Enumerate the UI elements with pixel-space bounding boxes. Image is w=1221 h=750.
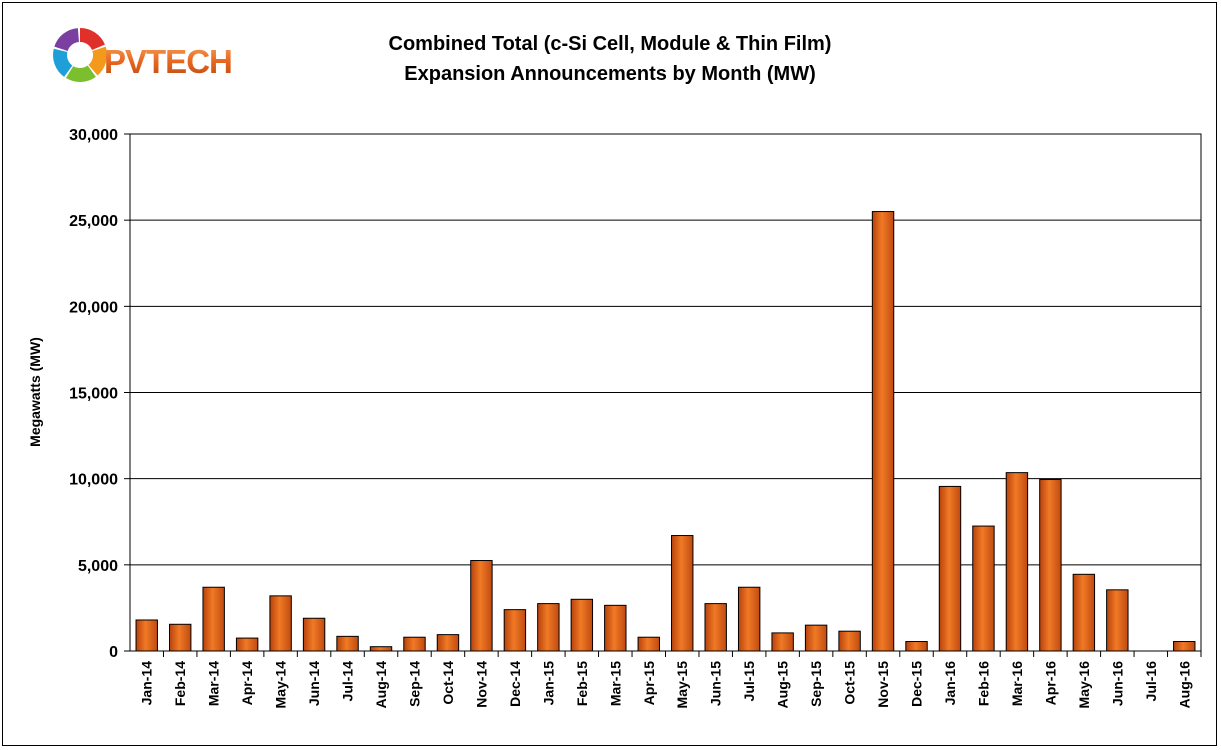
x-tick-label: Jun-14 <box>306 661 322 706</box>
bar-aug-14 <box>369 646 393 652</box>
bar-mar-14 <box>202 586 225 652</box>
x-tick-label: Aug-14 <box>373 661 389 709</box>
y-tick-label: 25,000 <box>69 213 118 230</box>
x-tick-label: Jan-15 <box>540 661 556 706</box>
x-tick-label: Mar-14 <box>206 661 222 706</box>
x-tick-label: Apr-16 <box>1042 661 1058 706</box>
logo-ring-segment <box>80 28 105 51</box>
x-tick-label: Sep-15 <box>808 661 824 707</box>
bar-jun-14 <box>302 617 326 652</box>
bar-aug-16 <box>1173 641 1196 652</box>
y-tick-label: 5,000 <box>78 558 118 575</box>
bar-apr-16 <box>1039 479 1062 652</box>
bar-jan-15 <box>537 603 560 652</box>
bar-oct-14 <box>436 634 460 652</box>
bar-jan-14 <box>135 619 158 652</box>
x-tick-label: Feb-15 <box>574 661 590 706</box>
bar-jul-15 <box>737 586 761 652</box>
logo-ring-segment <box>54 28 79 51</box>
x-tick-label: Aug-16 <box>1176 661 1192 709</box>
x-tick-label: Jan-16 <box>942 661 958 706</box>
bar-feb-14 <box>168 623 192 652</box>
x-tick-label: Jun-16 <box>1109 661 1125 706</box>
bar-feb-15 <box>570 598 594 652</box>
bar-dec-14 <box>503 609 527 652</box>
x-tick-label: Mar-15 <box>607 661 623 706</box>
x-tick-label: May-14 <box>273 661 289 709</box>
logo-text: PVTECH <box>104 43 232 80</box>
x-tick-label: Jan-14 <box>139 661 155 706</box>
x-tick-label: Sep-14 <box>406 661 422 707</box>
chart-title-line-2: Expansion Announcements by Month (MW) <box>404 63 815 85</box>
x-tick-label: Jul-15 <box>741 661 757 702</box>
plot-area: 0 5,000 10,000 15,000 20,000 25,000 30,000 Jan-… <box>69 127 1202 709</box>
x-tick-label: Jun-15 <box>708 661 724 706</box>
x-tick-label: Apr-15 <box>641 661 657 706</box>
bar-nov-14 <box>470 560 493 652</box>
x-tick-label: Nov-15 <box>875 661 891 708</box>
logo-ring-segment <box>88 46 107 76</box>
x-tick-label: Nov-14 <box>473 661 489 708</box>
bar-jan-16 <box>938 485 962 652</box>
bar-jun-15 <box>704 603 727 652</box>
bar-dec-15 <box>905 641 928 652</box>
x-tick-label: Dec-14 <box>507 661 523 707</box>
bar-mar-15 <box>604 604 627 652</box>
bar-may-14 <box>269 595 292 652</box>
x-tick-label: May-15 <box>674 661 690 709</box>
bar-jul-14 <box>336 635 359 652</box>
bar-oct-15 <box>838 630 861 652</box>
x-tick-label: Oct-14 <box>440 661 456 705</box>
x-tick-label: Aug-15 <box>775 661 791 709</box>
y-axis-label: Megawatts (MW) <box>27 337 43 447</box>
y-tick-label: 20,000 <box>69 299 118 316</box>
bar-feb-16 <box>972 525 995 652</box>
chart-title-line-1: Combined Total (c-Si Cell, Module & Thin… <box>389 33 832 55</box>
bar-apr-14 <box>235 637 259 652</box>
logo-ring-segment <box>65 65 96 82</box>
logo-ring-segment <box>52 48 73 77</box>
x-tick-label: May-16 <box>1076 661 1092 709</box>
x-tick-label: Jul-14 <box>340 661 356 702</box>
x-tick-label: Jul-16 <box>1143 661 1159 702</box>
bar-sep-14 <box>403 636 426 652</box>
x-tick-label: Feb-16 <box>975 661 991 706</box>
bar-mar-16 <box>1005 472 1029 652</box>
y-tick-label: 30,000 <box>69 127 118 144</box>
y-tick-label: 0 <box>109 644 118 661</box>
bar-aug-15 <box>771 632 794 652</box>
x-tick-label: Mar-16 <box>1009 661 1025 706</box>
y-tick-label: 15,000 <box>69 386 118 403</box>
x-tick-label: Dec-15 <box>909 661 925 707</box>
x-tick-label: Apr-14 <box>239 661 255 706</box>
y-tick-label: 10,000 <box>69 472 118 489</box>
logo-ring-icon <box>52 28 107 82</box>
bar-may-16 <box>1072 573 1096 652</box>
bar-jun-16 <box>1106 589 1129 652</box>
bar-may-15 <box>671 535 694 652</box>
pvtech-logo: PVTECH <box>52 28 233 82</box>
x-tick-label: Oct-15 <box>842 661 858 705</box>
bar-apr-15 <box>637 636 660 652</box>
x-tick-label: Feb-14 <box>172 661 188 706</box>
bar-sep-15 <box>804 624 828 652</box>
bar-nov-15 <box>871 211 895 652</box>
